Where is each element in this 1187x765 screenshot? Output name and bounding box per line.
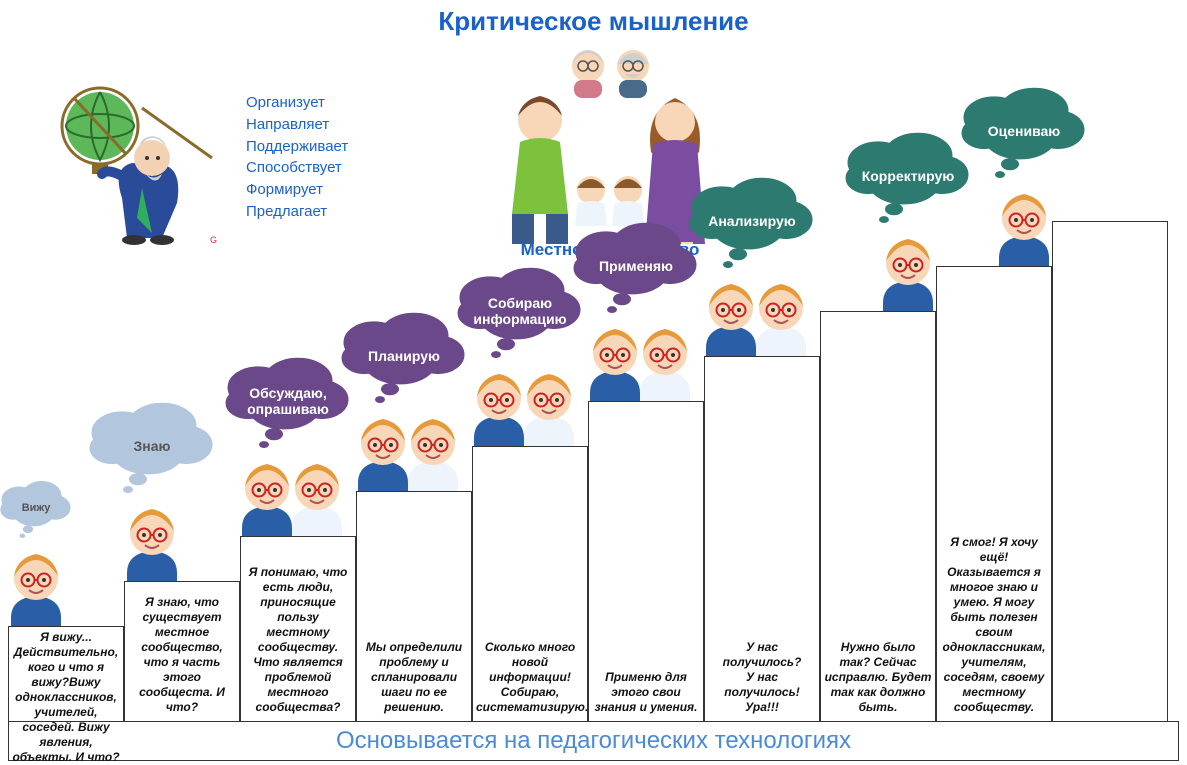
student-avatar — [993, 188, 1055, 271]
note-line: Направляет — [246, 114, 412, 136]
note-line: Поддерживает — [246, 136, 412, 158]
step-caption: Я понимаю, что есть люди, приносящие пол… — [244, 565, 352, 715]
cloud-label: Обсуждаю, опрашиваю — [218, 385, 358, 417]
cloud-label: Корректирую — [854, 168, 963, 184]
footer-bar: Основывается на педагогических технологи… — [8, 721, 1179, 761]
cloud-label: Планирую — [360, 348, 448, 364]
thought-cloud: Знаю — [82, 398, 222, 493]
step-caption: Применю для этого свои знания и умения. — [592, 670, 700, 715]
cloud-label: Оцениваю — [980, 123, 1069, 139]
teacher-actions-note: Организует Направляет Поддерживает Спосо… — [234, 78, 424, 238]
student-avatar — [5, 548, 67, 631]
step-caption: У нас получилось?У нас получилось! Ура!!… — [708, 640, 816, 715]
student-avatar — [877, 233, 939, 316]
student-avatar — [634, 323, 696, 406]
step-caption: Мы определили проблему и спланировали ша… — [360, 640, 468, 715]
student-avatar — [286, 458, 348, 541]
step — [1052, 221, 1168, 721]
cloud-label: Вижу — [14, 502, 59, 514]
step-caption: Я вижу... Действительно, кого и что я ви… — [12, 630, 120, 715]
cloud-label: Знаю — [126, 438, 179, 454]
teacher-illustration: G — [22, 68, 232, 248]
student-avatar — [402, 413, 464, 496]
note-line: Организует — [246, 92, 412, 114]
note-line: Способствует — [246, 157, 412, 179]
footer-text: Основывается на педагогических технологи… — [336, 727, 851, 755]
cloud-label: Собираю информацию — [450, 295, 590, 327]
note-line: Предлагает — [246, 201, 412, 223]
student-avatar — [750, 278, 812, 361]
note-line: Формирует — [246, 179, 412, 201]
student-avatar — [121, 503, 183, 586]
thought-cloud: Анализирую — [682, 173, 822, 268]
thought-cloud: Вижу — [0, 478, 76, 538]
cloud-label: Применяю — [591, 258, 681, 274]
step-caption: Я смог! Я хочу ещё! Оказывается я многое… — [940, 535, 1048, 715]
cloud-label: Анализирую — [700, 213, 804, 229]
thought-cloud: Оцениваю — [954, 83, 1094, 178]
svg-text:G: G — [210, 235, 217, 245]
student-avatar — [518, 368, 580, 451]
page-title: Критическое мышление — [0, 6, 1187, 37]
step-caption: Сколько много новой информации! Собираю,… — [476, 640, 584, 715]
step-caption: Нужно было так? Сейчас исправлю. Будет т… — [824, 640, 932, 715]
step-caption: Я знаю, что существует местное сообществ… — [128, 595, 236, 715]
